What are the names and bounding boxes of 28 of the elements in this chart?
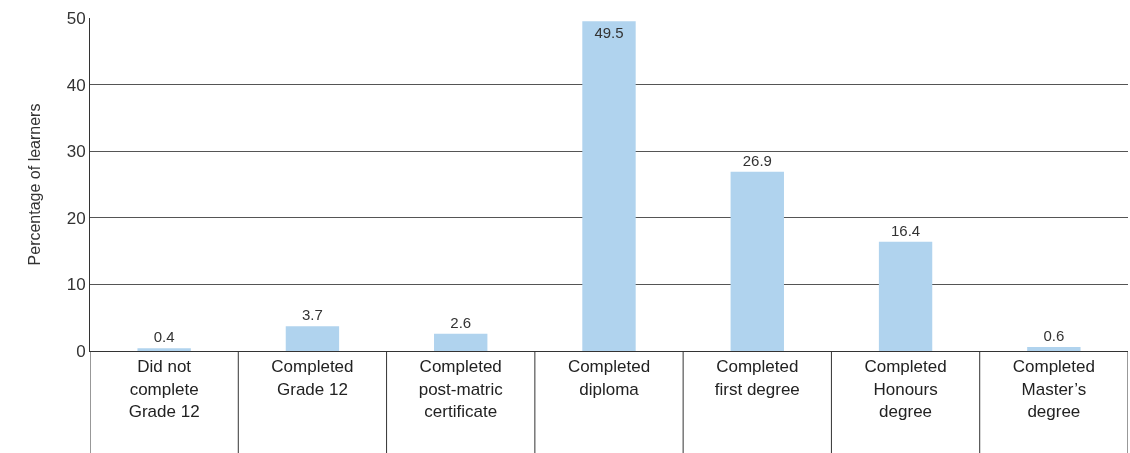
- y-axis-title: Percentage of learners: [25, 103, 43, 266]
- bar: [434, 333, 488, 351]
- bar: [1027, 347, 1081, 351]
- x-tick-label: Completed Grade 12: [271, 357, 354, 399]
- bar: [730, 171, 784, 351]
- data-label: 26.9: [742, 151, 772, 169]
- x-tick-label: Completed Honours degree: [864, 357, 947, 421]
- x-tick-label: Did not complete Grade 12: [128, 357, 200, 421]
- y-tick-label: 40: [66, 75, 86, 95]
- bar: [137, 348, 191, 351]
- bar: [285, 326, 340, 351]
- bar: [878, 241, 933, 351]
- y-tick-label: 30: [66, 142, 86, 162]
- y-tick-label: 20: [66, 208, 86, 228]
- data-label: 0.6: [1043, 327, 1065, 344]
- x-tick-label: Completed first degree: [714, 357, 800, 399]
- y-tick-label: 0: [76, 341, 86, 361]
- x-tick-label: Completed post-matric certificate: [418, 357, 504, 421]
- x-tick-label: Completed Master’s degree: [1012, 357, 1095, 421]
- data-label: 2.6: [450, 313, 472, 331]
- data-label: 49.5: [594, 24, 624, 42]
- y-tick-label: 50: [66, 8, 86, 28]
- data-label: 0.4: [153, 328, 175, 346]
- data-label: 16.4: [890, 221, 921, 239]
- bar: [582, 21, 636, 351]
- x-tick-label: Completed diploma: [567, 357, 651, 399]
- data-label: 3.7: [302, 306, 323, 324]
- y-tick-label: 10: [66, 275, 86, 295]
